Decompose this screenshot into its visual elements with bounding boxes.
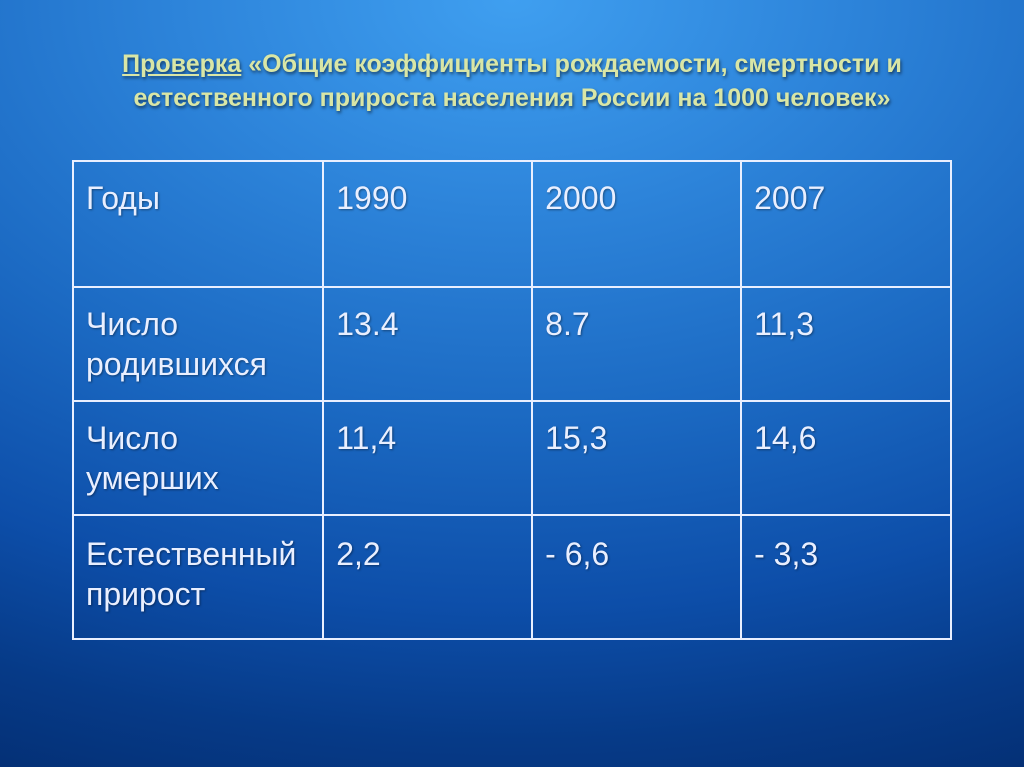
title-prefix: Проверка: [122, 50, 241, 78]
cell: 11,3: [741, 287, 951, 401]
row-label: Естественный прирост: [73, 515, 323, 639]
row-label: Число родившихся: [73, 287, 323, 401]
slide: Проверка «Общие коэффициенты рождаемости…: [0, 0, 1024, 767]
data-table: Годы 1990 2000 2007 Число родившихся 13.…: [72, 160, 952, 640]
cell: - 6,6: [532, 515, 741, 639]
cell: 14,6: [741, 401, 951, 515]
cell: 15,3: [532, 401, 741, 515]
header-cell: 1990: [323, 161, 532, 287]
cell: 13.4: [323, 287, 532, 401]
row-label: Число умерших: [73, 401, 323, 515]
title-rest: «Общие коэффициенты рождаемости, смертно…: [134, 50, 902, 112]
table-row: Естественный прирост 2,2 - 6,6 - 3,3: [73, 515, 951, 639]
cell: 11,4: [323, 401, 532, 515]
table-row: Число умерших 11,4 15,3 14,6: [73, 401, 951, 515]
header-cell: 2000: [532, 161, 741, 287]
cell: - 3,3: [741, 515, 951, 639]
cell: 8.7: [532, 287, 741, 401]
cell: 2,2: [323, 515, 532, 639]
table-row: Число родившихся 13.4 8.7 11,3: [73, 287, 951, 401]
slide-title: Проверка «Общие коэффициенты рождаемости…: [72, 48, 952, 116]
table-header-row: Годы 1990 2000 2007: [73, 161, 951, 287]
header-cell: Годы: [73, 161, 323, 287]
header-cell: 2007: [741, 161, 951, 287]
